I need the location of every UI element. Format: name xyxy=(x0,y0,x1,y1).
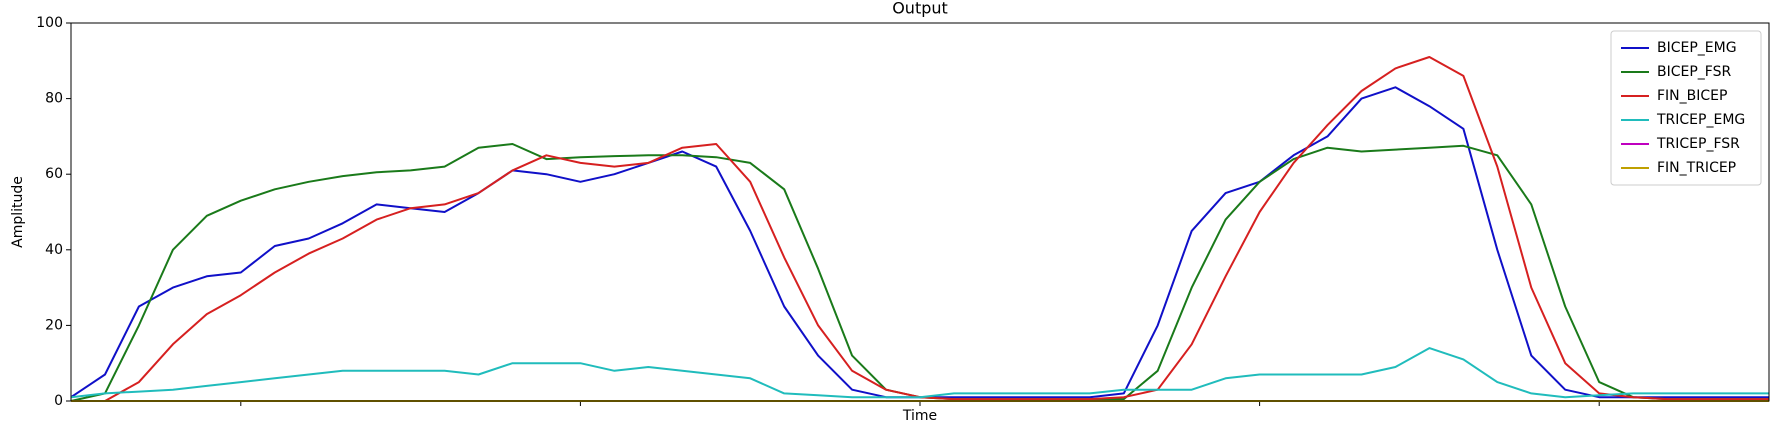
series-line xyxy=(70,143,1769,402)
series-line xyxy=(70,347,1769,399)
legend-label: TRICEP_FSR xyxy=(1656,136,1740,152)
legend-label: TRICEP_EMG xyxy=(1656,112,1745,128)
y-tick-label: 100 xyxy=(36,15,63,31)
y-tick-label: 20 xyxy=(45,317,63,333)
legend-label: FIN_TRICEP xyxy=(1657,160,1736,176)
legend-label: BICEP_EMG xyxy=(1657,40,1737,56)
y-tick-label: 60 xyxy=(45,166,63,182)
series-line xyxy=(71,56,1769,402)
legend-label: FIN_BICEP xyxy=(1657,88,1727,104)
plot-frame xyxy=(70,22,1770,402)
y-tick-label: 40 xyxy=(45,242,63,258)
y-tick-label: 0 xyxy=(54,393,63,409)
legend-label: BICEP_FSR xyxy=(1657,64,1731,80)
chart-title: Output xyxy=(892,0,948,18)
y-tick-label: 80 xyxy=(45,91,63,107)
y-axis-label: Amplitude xyxy=(10,176,26,248)
x-axis-label: Time xyxy=(902,408,937,424)
legend-box xyxy=(1610,30,1762,186)
series-line xyxy=(70,86,1769,399)
